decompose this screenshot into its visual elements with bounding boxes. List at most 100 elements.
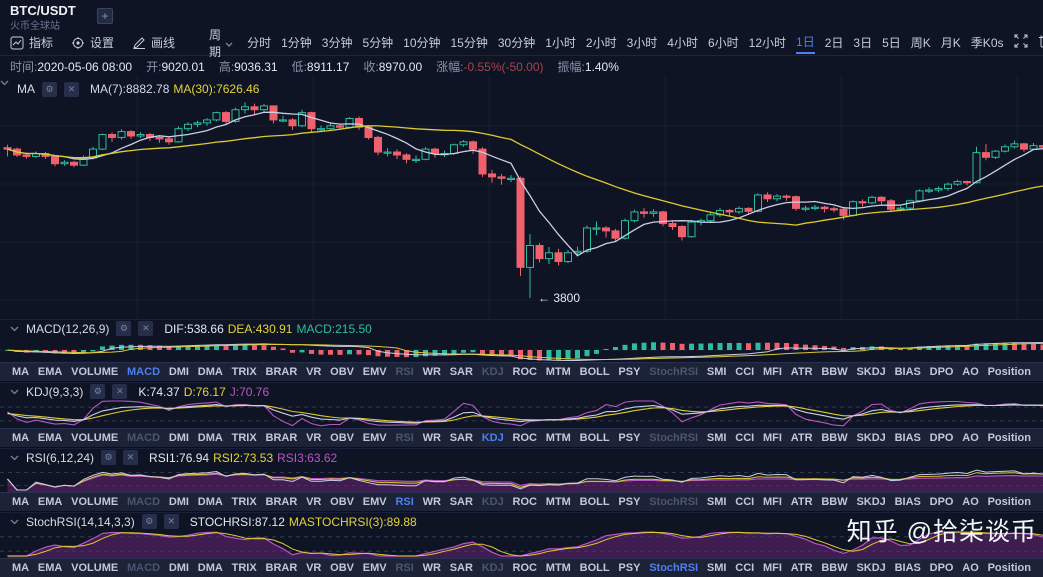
period-3日[interactable]: 3日 — [853, 36, 873, 50]
candlestick-chart[interactable]: ← 3800 — [0, 76, 1043, 319]
macd-close-icon[interactable]: ✕ — [138, 321, 154, 336]
indicator-tab-boll[interactable]: BOLL — [579, 496, 610, 508]
indicator-tab-psy[interactable]: PSY — [618, 562, 641, 574]
indicator-tab-ao[interactable]: AO — [962, 496, 979, 508]
indicator-tab-roc[interactable]: ROC — [512, 496, 537, 508]
indicator-tab-cci[interactable]: CCI — [735, 562, 755, 574]
indicator-tab-smi[interactable]: SMI — [706, 562, 727, 574]
kdj-settings-icon[interactable]: ⚙ — [90, 384, 106, 399]
indicator-tab-emv[interactable]: EMV — [362, 366, 387, 378]
indicator-tab-atr[interactable]: ATR — [790, 366, 813, 378]
indicator-tab-volume[interactable]: VOLUME — [71, 366, 119, 378]
indicator-tab-mfi[interactable]: MFI — [763, 432, 782, 444]
indicator-tab-atr[interactable]: ATR — [790, 496, 813, 508]
indicator-tab-trix[interactable]: TRIX — [231, 496, 257, 508]
indicator-tab-brar[interactable]: BRAR — [265, 366, 298, 378]
indicator-tab-dmi[interactable]: DMI — [168, 562, 189, 574]
indicator-tab-bbw[interactable]: BBW — [821, 366, 848, 378]
indicator-tab-mfi[interactable]: MFI — [763, 496, 782, 508]
period-5分钟[interactable]: 5分钟 — [362, 36, 394, 50]
indicator-tab-dpo[interactable]: DPO — [929, 366, 954, 378]
indicator-tab-brar[interactable]: BRAR — [265, 432, 298, 444]
indicator-tab-bias[interactable]: BIAS — [894, 432, 921, 444]
indicator-tab-roc[interactable]: ROC — [512, 432, 537, 444]
period-2小时[interactable]: 2小时 — [585, 36, 617, 50]
indicator-tab-roc[interactable]: ROC — [512, 562, 537, 574]
indicator-tab-macd[interactable]: MACD — [127, 366, 161, 378]
indicator-tab-ema[interactable]: EMA — [37, 562, 63, 574]
period-分时[interactable]: 分时 — [247, 36, 272, 50]
period-30分钟[interactable]: 30分钟 — [497, 36, 536, 50]
indicator-tab-volume[interactable]: VOLUME — [71, 562, 119, 574]
draw-line-button[interactable]: 画线 — [132, 34, 175, 51]
ma-settings-icon[interactable]: ⚙ — [42, 81, 57, 97]
settings-button[interactable]: 设置 — [71, 34, 114, 51]
indicator-tab-cci[interactable]: CCI — [735, 366, 755, 378]
indicator-tab-ema[interactable]: EMA — [37, 496, 63, 508]
indicator-tab-boll[interactable]: BOLL — [579, 432, 610, 444]
rsi-chart[interactable] — [0, 466, 1043, 492]
indicator-tab-dma[interactable]: DMA — [197, 496, 223, 508]
indicator-tab-macd[interactable]: MACD — [127, 432, 161, 444]
indicator-tab-stochrsi[interactable]: StochRSI — [649, 562, 699, 574]
indicator-tab-stochrsi[interactable]: StochRSI — [649, 432, 699, 444]
indicator-tab-skdj[interactable]: SKDJ — [856, 562, 886, 574]
indicator-tab-volume[interactable]: VOLUME — [71, 432, 119, 444]
period-月K[interactable]: 月K — [940, 36, 961, 50]
indicator-tab-ma[interactable]: MA — [12, 562, 30, 574]
indicator-tab-atr[interactable]: ATR — [790, 432, 813, 444]
indicator-tab-mtm[interactable]: MTM — [545, 562, 571, 574]
indicator-tab-wr[interactable]: WR — [422, 562, 441, 574]
indicator-tab-macd[interactable]: MACD — [127, 562, 161, 574]
indicator-tab-trix[interactable]: TRIX — [231, 366, 257, 378]
add-chart-button[interactable]: + — [97, 8, 113, 24]
indicator-tab-wr[interactable]: WR — [422, 432, 441, 444]
indicator-tab-ema[interactable]: EMA — [37, 366, 63, 378]
indicator-tab-vr[interactable]: VR — [306, 496, 322, 508]
indicator-tab-psy[interactable]: PSY — [618, 432, 641, 444]
collapse-chevron-icon[interactable] — [10, 389, 19, 395]
macd-chart[interactable] — [0, 337, 1043, 362]
indicator-tab-macd[interactable]: MACD — [127, 496, 161, 508]
indicator-tab-sar[interactable]: SAR — [449, 432, 473, 444]
indicator-tab-vr[interactable]: VR — [306, 366, 322, 378]
indicator-tab-rsi[interactable]: RSI — [395, 496, 414, 508]
rsi-settings-icon[interactable]: ⚙ — [101, 450, 117, 465]
collapse-chevron-icon[interactable] — [10, 326, 19, 332]
indicator-tab-obv[interactable]: OBV — [330, 496, 354, 508]
indicator-tab-position[interactable]: Position — [987, 366, 1031, 378]
indicator-tab-brar[interactable]: BRAR — [265, 562, 298, 574]
stochrsi-settings-icon[interactable]: ⚙ — [141, 514, 157, 529]
ma-close-icon[interactable]: ✕ — [64, 81, 79, 97]
indicator-tab-position[interactable]: Position — [987, 496, 1031, 508]
indicator-tab-mfi[interactable]: MFI — [763, 366, 782, 378]
indicator-tab-bias[interactable]: BIAS — [894, 366, 921, 378]
indicator-tab-rsi[interactable]: RSI — [395, 432, 414, 444]
indicator-tab-sar[interactable]: SAR — [449, 366, 473, 378]
indicator-tab-ema[interactable]: EMA — [37, 432, 63, 444]
indicator-tab-position[interactable]: Position — [987, 562, 1031, 574]
period-1分钟[interactable]: 1分钟 — [281, 36, 312, 50]
indicator-tab-dpo[interactable]: DPO — [929, 432, 954, 444]
indicator-tab-kdj[interactable]: KDJ — [481, 562, 504, 574]
indicator-tab-bbw[interactable]: BBW — [821, 496, 848, 508]
indicator-tab-dma[interactable]: DMA — [197, 432, 223, 444]
indicator-tab-smi[interactable]: SMI — [706, 432, 727, 444]
indicator-tab-bias[interactable]: BIAS — [894, 562, 921, 574]
indicator-tab-cci[interactable]: CCI — [735, 432, 755, 444]
indicator-tab-kdj[interactable]: KDJ — [481, 496, 504, 508]
indicator-tab-smi[interactable]: SMI — [706, 496, 727, 508]
indicator-tab-dmi[interactable]: DMI — [168, 496, 189, 508]
indicator-tab-psy[interactable]: PSY — [618, 496, 641, 508]
indicator-tab-sar[interactable]: SAR — [449, 496, 473, 508]
indicator-tab-dma[interactable]: DMA — [197, 366, 223, 378]
indicator-tab-wr[interactable]: WR — [422, 496, 441, 508]
indicator-tab-trix[interactable]: TRIX — [231, 432, 257, 444]
indicator-tab-vr[interactable]: VR — [306, 432, 322, 444]
period-3分钟[interactable]: 3分钟 — [321, 36, 353, 50]
indicator-tab-psy[interactable]: PSY — [618, 366, 641, 378]
indicator-tab-vr[interactable]: VR — [306, 562, 322, 574]
indicator-tab-cci[interactable]: CCI — [735, 496, 755, 508]
indicator-tab-dmi[interactable]: DMI — [168, 366, 189, 378]
period-4小时[interactable]: 4小时 — [667, 36, 698, 50]
